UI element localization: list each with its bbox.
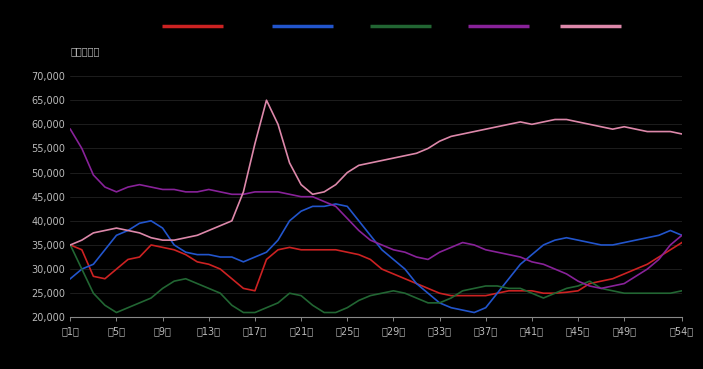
Text: 单位：千桶: 单位：千桶 xyxy=(70,46,100,56)
